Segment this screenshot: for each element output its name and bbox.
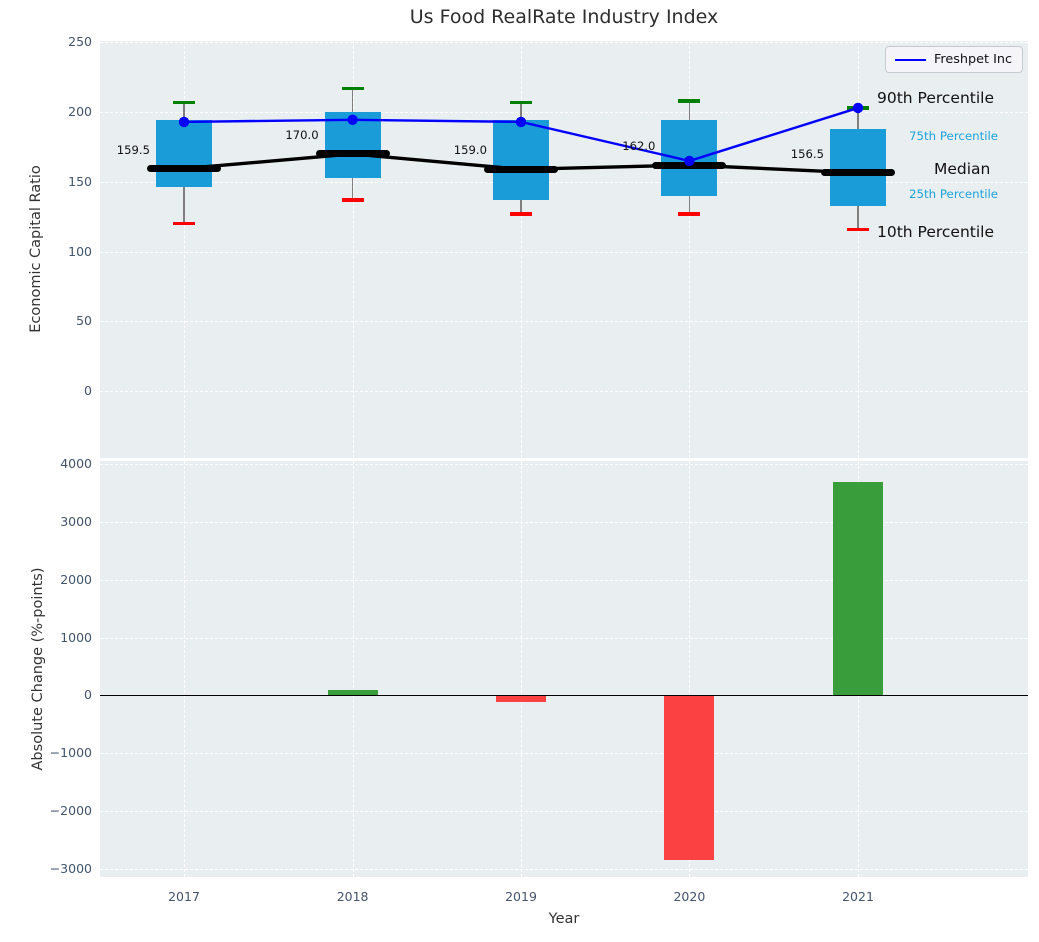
x-tick-label: 2019 [505, 889, 537, 904]
zero-axis-line [100, 695, 1028, 697]
y-tick-label: 1000 [60, 629, 92, 645]
median-bar [484, 165, 558, 173]
freshpet-point-marker [178, 116, 190, 128]
gridline-h [100, 579, 1028, 581]
y-tick-label: 3000 [60, 513, 92, 529]
whisker-cap-90th [341, 86, 364, 91]
gridline-h [100, 112, 1028, 114]
change-bar-negative [496, 695, 546, 703]
y-tick-label: 2000 [60, 571, 92, 587]
freshpet-point-marker [684, 155, 695, 167]
y-tick-label: 50 [76, 313, 92, 329]
y-tick-label: 250 [68, 34, 92, 50]
gridline-v [858, 41, 859, 458]
freshpet-point-marker [852, 102, 864, 114]
y-tick-label: 0 [84, 383, 92, 399]
gridline-h [100, 811, 1028, 813]
gridline-h [100, 181, 1028, 183]
y-tick-label: −2000 [49, 803, 92, 819]
gridline-v [689, 461, 691, 877]
x-axis-label: Year [548, 911, 580, 927]
x-tick-label: 2018 [336, 889, 369, 904]
legend: Freshpet Inc [884, 46, 1023, 73]
whisker-cap-90th [678, 99, 701, 103]
legend-label: Freshpet Inc [933, 52, 1012, 67]
top-axes: Freshpet Inc 159.5 170.0 159.0 162.0 156.5 90… [100, 41, 1028, 458]
whisker-cap-90th [510, 100, 532, 105]
x-tick-label: 2017 [168, 889, 200, 904]
x-tick-label: 2021 [842, 889, 874, 904]
y-tick-label: 150 [68, 173, 92, 189]
percentile-box [830, 128, 886, 206]
gridline-v [689, 41, 691, 458]
median-value-label: 162.0 [622, 139, 656, 154]
gridline-h [100, 391, 1028, 393]
freshpet-point-marker [515, 116, 527, 128]
bottom-axes [100, 461, 1028, 877]
percentile-annotation: 10th Percentile [877, 223, 995, 242]
gridline-h [100, 251, 1028, 253]
whisker-cap-10th [510, 212, 532, 216]
gridline-v [521, 461, 522, 877]
gridline-v [184, 461, 185, 877]
y-tick-label: 0 [84, 687, 92, 703]
whisker-cap-10th [678, 212, 701, 216]
change-bar-positive [327, 689, 378, 696]
y-tick-label: 4000 [60, 456, 92, 472]
gridline-h [100, 521, 1028, 523]
y-tick-label: −3000 [49, 860, 92, 876]
freshpet-point-marker [347, 114, 358, 125]
whisker-cap-10th [173, 221, 195, 226]
gridline-h [100, 753, 1028, 755]
whisker-cap-10th [341, 198, 364, 202]
gridline-v [352, 41, 354, 458]
median-bar [315, 150, 390, 158]
percentile-box [493, 120, 549, 200]
y-tick-label: −1000 [49, 745, 92, 761]
change-bar-negative [664, 695, 715, 861]
gridline-h [100, 42, 1028, 44]
gridline-v [184, 41, 185, 458]
gridline-h [100, 464, 1028, 466]
chart-title: Us Food RealRate Industry Index [409, 6, 719, 28]
series-overlay [178, 102, 864, 167]
gridline-v [352, 461, 354, 877]
gridline-h [100, 868, 1028, 870]
gridline-h [100, 637, 1028, 639]
gridline-v [521, 41, 522, 458]
median-value-label: 170.0 [285, 127, 319, 142]
median-value-label: 159.5 [116, 142, 150, 157]
percentile-annotation: 75th Percentile [909, 128, 999, 143]
y-tick-label: 100 [68, 243, 92, 259]
legend-line-sample [894, 58, 926, 61]
median-bar [821, 169, 895, 177]
median-value-label: 156.5 [790, 146, 824, 161]
percentile-annotation: Median [934, 160, 991, 179]
median-bar [147, 165, 221, 173]
y-tick-label: 200 [68, 104, 92, 120]
whisker-cap-10th [847, 227, 869, 231]
median-value-label: 159.0 [453, 143, 487, 158]
whisker-cap-90th [173, 100, 195, 105]
y-axis-label-bottom: Absolute Change (%-points) [30, 567, 46, 771]
gridline-h [100, 321, 1028, 323]
percentile-box [156, 120, 212, 188]
percentile-annotation: 90th Percentile [877, 89, 995, 108]
percentile-annotation: 25th Percentile [909, 187, 999, 202]
change-bar-positive [833, 481, 883, 696]
x-tick-label: 2020 [673, 889, 706, 904]
